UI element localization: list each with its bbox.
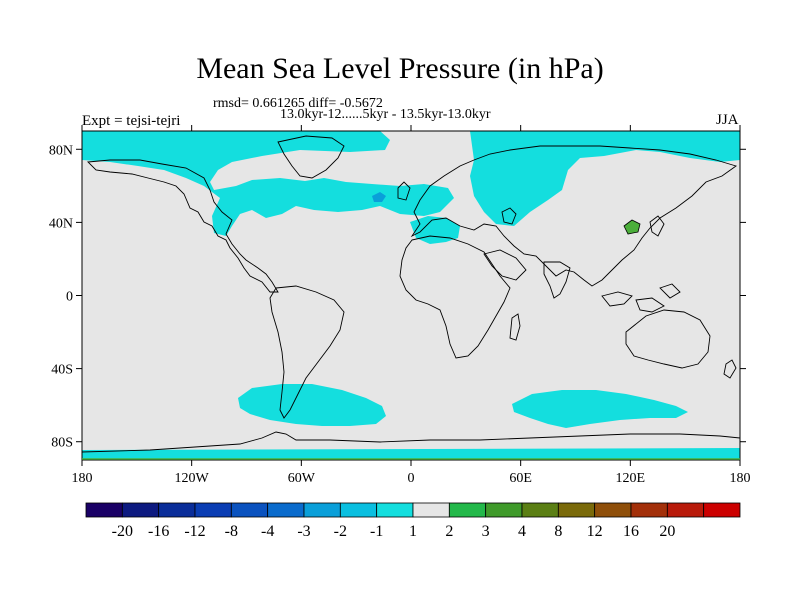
coast-north-america bbox=[87, 159, 279, 293]
colorbar-box bbox=[267, 502, 305, 518]
x-tick-label: 120W bbox=[175, 471, 210, 486]
coastlines bbox=[82, 135, 740, 453]
colorbar-label: -3 bbox=[297, 523, 310, 540]
plot-subtitle: 13.0kyr-12......5kyr - 13.5kyr-13.0kyr bbox=[280, 107, 491, 122]
colorbar-box bbox=[703, 502, 741, 518]
colorbar-label: 20 bbox=[659, 523, 675, 540]
x-tick-label: 180 bbox=[730, 471, 751, 486]
y-tick-label: 80S bbox=[51, 436, 73, 451]
colorbar-label: 3 bbox=[482, 523, 490, 540]
coast-africa bbox=[399, 235, 511, 359]
colorbar-box bbox=[630, 502, 668, 518]
colorbar-box bbox=[448, 502, 487, 518]
colorbar-box bbox=[521, 502, 559, 518]
colorbar-box bbox=[85, 502, 123, 518]
coast-greenland bbox=[277, 135, 345, 179]
colorbar-label: -1 bbox=[370, 523, 383, 540]
season-label: JJA bbox=[716, 112, 739, 128]
colorbar-box bbox=[412, 502, 450, 518]
colorbar-box bbox=[485, 502, 523, 518]
colorbar-label: -20 bbox=[112, 523, 133, 540]
colorbar-label: -4 bbox=[261, 523, 274, 540]
anomaly-indian-ocean bbox=[512, 390, 688, 428]
colorbar-box bbox=[194, 502, 232, 518]
coast-eurasia bbox=[410, 145, 738, 287]
coast-antarctica bbox=[82, 431, 740, 453]
colorbar-label: -16 bbox=[148, 523, 169, 540]
anomaly-labrador-core bbox=[372, 192, 386, 202]
colorbar-box bbox=[158, 502, 196, 518]
coast-new-zealand bbox=[723, 359, 737, 379]
colorbar-label: 1 bbox=[409, 523, 417, 540]
colorbar-box bbox=[230, 502, 269, 518]
coast-se-asia-islands bbox=[601, 283, 681, 313]
y-tick-label: 40N bbox=[49, 216, 73, 231]
anomaly-arctic-atlantic bbox=[82, 131, 454, 236]
colorbar-box bbox=[339, 502, 378, 518]
colorbar-box bbox=[666, 502, 705, 518]
colorbar-box bbox=[376, 502, 414, 518]
experiment-label: Expt = tejsi-tejri bbox=[82, 113, 181, 129]
x-tick-label: 180 bbox=[72, 471, 93, 486]
coast-arabia bbox=[483, 249, 527, 281]
colorbar-label: 2 bbox=[445, 523, 453, 540]
colorbar-label: 16 bbox=[623, 523, 639, 540]
x-tick-label: 0 bbox=[408, 471, 415, 486]
colorbar-label: 4 bbox=[518, 523, 526, 540]
colorbar: -20 -16 -12 -8 -4 -3 -2 -1 1 2 3 4 8 12 16 20 bbox=[85, 502, 741, 540]
stats-line: rmsd= 0.661265 diff= -0.5672 bbox=[213, 96, 383, 111]
coast-caspian bbox=[501, 207, 517, 225]
axis-ticks: 180 120W 60W 0 60E 120E 180 80N 40N 0 40S 80S bbox=[49, 125, 751, 486]
anomaly-asia bbox=[470, 131, 740, 226]
colorbar-label: -2 bbox=[334, 523, 347, 540]
coast-australia bbox=[625, 309, 711, 369]
coast-uk bbox=[397, 181, 411, 201]
x-tick-label: 60E bbox=[509, 471, 532, 486]
colorbar-label: -8 bbox=[225, 523, 238, 540]
colorbar-box bbox=[557, 502, 596, 518]
anomaly-mediterranean bbox=[410, 216, 460, 244]
colorbar-box bbox=[121, 502, 160, 518]
plot-title: Mean Sea Level Pressure (in hPa) bbox=[196, 52, 604, 85]
anomaly-north-china bbox=[623, 219, 641, 235]
coast-india bbox=[543, 261, 571, 299]
coast-madagascar bbox=[509, 313, 521, 341]
anomaly-south-pacific bbox=[238, 384, 386, 426]
y-tick-label: 80N bbox=[49, 143, 73, 158]
y-tick-label: 0 bbox=[66, 290, 73, 305]
anomaly-antarctic-margin bbox=[82, 448, 740, 460]
colorbar-box bbox=[303, 502, 341, 518]
x-tick-label: 120E bbox=[616, 471, 646, 486]
colorbar-label: 8 bbox=[554, 523, 562, 540]
coast-japan bbox=[649, 215, 665, 237]
colorbar-box bbox=[594, 502, 632, 518]
colorbar-label: 12 bbox=[587, 523, 603, 540]
x-tick-label: 60W bbox=[288, 471, 316, 486]
colorbar-label: -12 bbox=[184, 523, 205, 540]
y-tick-label: 40S bbox=[51, 363, 73, 378]
anomaly-layer bbox=[82, 131, 740, 460]
coast-south-america bbox=[269, 285, 345, 419]
